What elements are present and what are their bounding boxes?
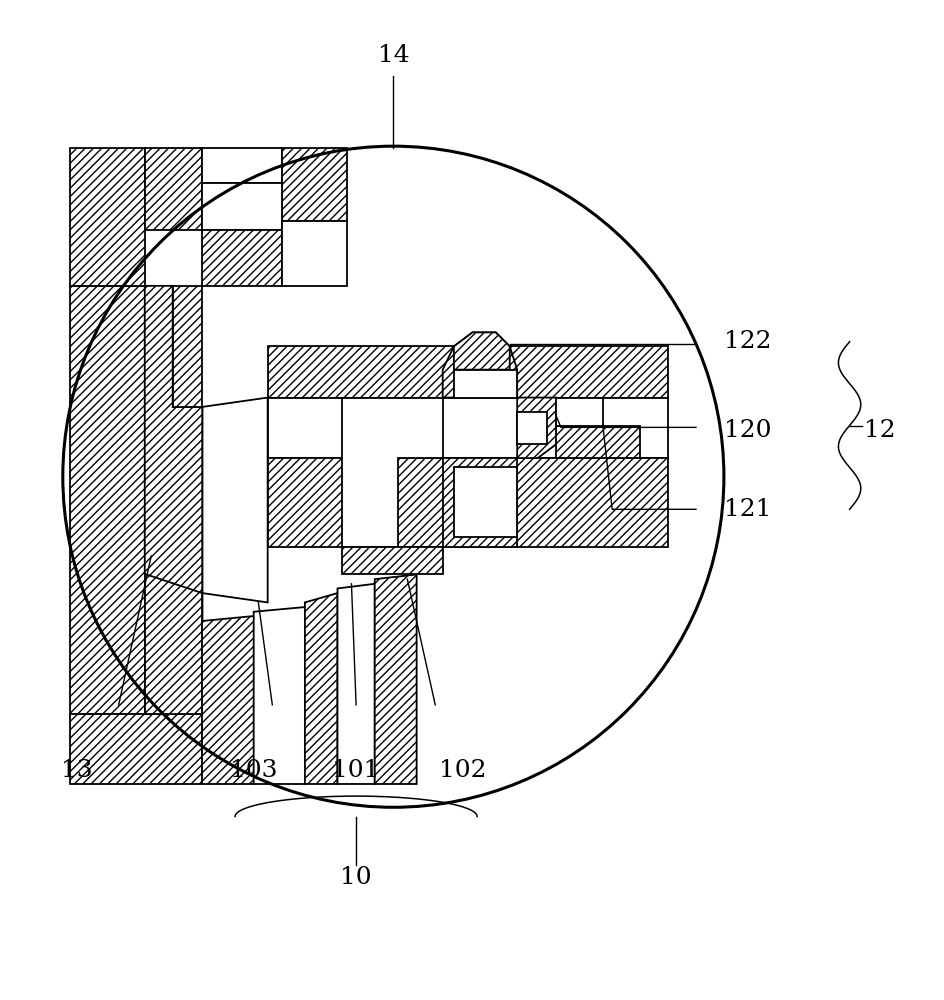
Polygon shape (281, 221, 346, 286)
Polygon shape (144, 286, 202, 621)
Polygon shape (202, 148, 281, 183)
Text: 12: 12 (863, 419, 894, 442)
Polygon shape (202, 616, 253, 784)
Polygon shape (144, 574, 202, 714)
Polygon shape (253, 607, 305, 784)
Text: 103: 103 (229, 759, 278, 782)
Polygon shape (144, 148, 202, 230)
Polygon shape (202, 230, 281, 286)
Polygon shape (267, 458, 667, 547)
Polygon shape (70, 148, 144, 286)
Polygon shape (442, 332, 516, 398)
Polygon shape (342, 398, 442, 547)
Text: 121: 121 (723, 498, 770, 521)
Polygon shape (556, 398, 602, 426)
Polygon shape (70, 714, 202, 784)
Polygon shape (375, 574, 416, 784)
Polygon shape (70, 286, 144, 714)
Polygon shape (267, 398, 667, 458)
Text: 102: 102 (439, 759, 486, 782)
Polygon shape (556, 426, 639, 458)
Text: 14: 14 (378, 44, 409, 67)
Text: 10: 10 (340, 866, 372, 889)
Circle shape (62, 146, 723, 807)
Polygon shape (453, 467, 516, 537)
Polygon shape (337, 584, 375, 784)
Polygon shape (516, 398, 556, 458)
Text: 122: 122 (723, 330, 770, 353)
Polygon shape (342, 547, 442, 574)
Polygon shape (202, 183, 281, 230)
Polygon shape (267, 346, 667, 398)
Polygon shape (516, 412, 547, 444)
Polygon shape (173, 286, 202, 407)
Text: 13: 13 (61, 759, 93, 782)
Polygon shape (305, 593, 337, 784)
Polygon shape (453, 370, 516, 398)
Polygon shape (202, 398, 267, 602)
Polygon shape (453, 332, 509, 370)
Text: 120: 120 (723, 419, 770, 442)
Polygon shape (281, 148, 346, 221)
Polygon shape (442, 458, 516, 547)
Text: 101: 101 (332, 759, 379, 782)
